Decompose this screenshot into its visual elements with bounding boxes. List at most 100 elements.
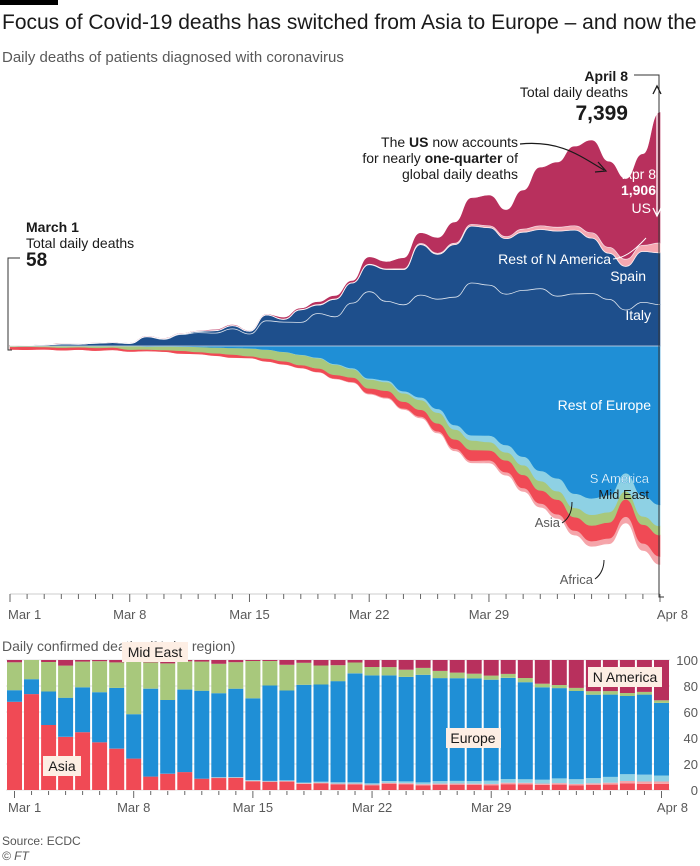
bar-seg-europe-mar-26 [432, 678, 448, 782]
bar-seg-mid-east-mar-3 [41, 662, 57, 692]
bar-seg-mid-east-mar-11 [177, 661, 193, 690]
bar-seg-africa-mar-24 [398, 783, 414, 785]
bar-seg-n-america-mar-4 [58, 660, 74, 666]
bar-seg-asia-mar-24 [398, 784, 414, 790]
bar-seg-asia-apr-1 [534, 785, 550, 790]
bar-seg-mid-east-mar-6 [92, 661, 108, 693]
bar-mar-9 [143, 660, 159, 790]
bar-seg-africa-mar-15 [245, 780, 261, 782]
bar-seg-n-america-mar-26 [432, 660, 448, 671]
bar-x-tick-label-mar-1: Mar 1 [8, 800, 41, 815]
bar-seg-n-america-mar-12 [194, 660, 210, 662]
bar-seg-europe-apr-1 [534, 687, 550, 780]
bar-seg-mid-east-mar-19 [313, 665, 329, 685]
bar-seg-n-america-apr-1 [534, 660, 550, 684]
bar-seg-mid-east-mar-28 [466, 673, 482, 679]
bar-mar-21 [347, 660, 363, 790]
bar-seg-asia-mar-17 [279, 781, 295, 790]
stream-tick-label-mar-29: Mar 29 [469, 607, 509, 622]
bar-seg-mid-east-mar-27 [449, 672, 465, 679]
bar-mar-12 [194, 660, 210, 790]
bar-x-tick-label-mar-15: Mar 15 [233, 800, 273, 815]
bar-seg-mid-east-mar-23 [381, 667, 397, 676]
stream-tick-label-mar-8: Mar 8 [113, 607, 146, 622]
april-8-bracket [634, 74, 664, 598]
bar-mar-14 [228, 660, 244, 790]
bar-seg-asia-mar-15 [245, 781, 261, 790]
bar-seg-mid-east-mar-14 [228, 662, 244, 689]
bar-seg-n-america-mar-3 [41, 660, 57, 662]
bar-seg-asia-mar-18 [296, 784, 312, 790]
bar-seg-europe-mar-17 [279, 690, 295, 781]
bar-seg-asia-apr-3 [568, 785, 584, 790]
bar-seg-africa-apr-8 [654, 781, 669, 784]
us-note-line-2: for nearly one-quarter of [362, 150, 518, 166]
bar-mar-19 [313, 660, 329, 790]
bar-seg-n-america-mar-5 [75, 660, 91, 662]
stream-divider-8 [9, 223, 661, 347]
bar-seg-africa-mar-17 [279, 781, 295, 782]
bar-mar-20 [330, 660, 346, 790]
bar-seg-s-america-mar-20 [330, 782, 346, 784]
bar-seg-europe-mar-5 [75, 687, 91, 733]
bar-seg-africa-mar-19 [313, 782, 329, 784]
bar-seg-s-america-mar-18 [296, 782, 312, 784]
bar-seg-mid-east-mar-4 [58, 665, 74, 698]
bar-seg-mid-east-mar-2 [24, 660, 39, 680]
bar-mar-29 [483, 660, 499, 790]
bar-mar-31 [517, 660, 533, 790]
bar-seg-s-america-mar-14 [228, 777, 244, 778]
bar-mar-26 [432, 660, 448, 790]
bar-seg-asia-mar-28 [466, 784, 482, 790]
bar-seg-europe-apr-8 [654, 703, 669, 776]
stream-layers [9, 112, 661, 565]
bar-seg-asia-apr-2 [551, 784, 567, 790]
bar-mar-1 [7, 660, 22, 790]
bar-x-tick-label-apr-8: Apr 8 [657, 800, 688, 815]
bar-seg-mid-east-mar-24 [398, 669, 414, 677]
bar-seg-africa-mar-18 [296, 783, 312, 784]
us-callout-value: 1,906 [621, 182, 656, 198]
bar-seg-europe-mar-12 [194, 690, 210, 779]
bar-seg-n-america-mar-22 [364, 660, 380, 667]
bar-seg-s-america-mar-15 [245, 780, 261, 781]
bar-seg-s-america-mar-28 [466, 781, 482, 784]
bar-mar-2 [24, 660, 39, 790]
bar-seg-europe-apr-7 [636, 694, 652, 775]
bar-seg-europe-mar-14 [228, 688, 244, 778]
bar-seg-europe-apr-6 [619, 696, 635, 775]
bar-seg-africa-mar-21 [347, 783, 363, 785]
march-1-annotation: March 1 Total daily deaths 58 [7, 219, 134, 351]
bar-seg-n-america-mar-19 [313, 660, 329, 666]
bar-seg-europe-mar-23 [381, 675, 397, 781]
bar-y-tick-20: 20 [684, 757, 698, 772]
label-africa: Africa [560, 572, 594, 587]
bar-seg-s-america-mar-29 [483, 780, 499, 784]
bar-seg-n-america-mar-31 [517, 660, 533, 678]
bar-seg-mid-east-mar-10 [160, 663, 176, 700]
bar-seg-mid-east-mar-7 [109, 662, 125, 688]
us-callout: Apr 8 1,906 US [621, 84, 662, 218]
bar-seg-africa-apr-3 [568, 784, 584, 786]
bar-seg-asia-mar-11 [177, 772, 193, 790]
bar-seg-mid-east-mar-15 [245, 661, 261, 699]
bar-seg-europe-mar-25 [415, 674, 431, 783]
bar-seg-asia-mar-26 [432, 784, 448, 790]
bar-seg-europe-apr-4 [585, 694, 601, 779]
april-8-value: 7,399 [575, 102, 628, 125]
bar-seg-africa-apr-4 [585, 783, 601, 785]
bar-mar-10 [160, 660, 176, 791]
bar-seg-asia-apr-6 [619, 783, 635, 790]
bar-y-tick-100: 100 [676, 653, 698, 668]
region-labels: Rest of N America Spain Italy Rest of Eu… [498, 237, 651, 587]
stream-tick-label-apr-8: Apr 8 [657, 607, 688, 622]
label-spain: Spain [610, 268, 646, 284]
bar-mar-4 [58, 660, 74, 790]
bar-seg-asia-mar-29 [483, 785, 499, 790]
bar-seg-africa-mar-27 [449, 783, 465, 785]
us-callout-date: Apr 8 [623, 166, 657, 182]
bar-seg-africa-mar-22 [364, 784, 380, 786]
bar-seg-s-america-mar-26 [432, 781, 448, 784]
bar-seg-mid-east-mar-17 [279, 664, 295, 691]
bar-seg-mid-east-mar-29 [483, 675, 499, 680]
